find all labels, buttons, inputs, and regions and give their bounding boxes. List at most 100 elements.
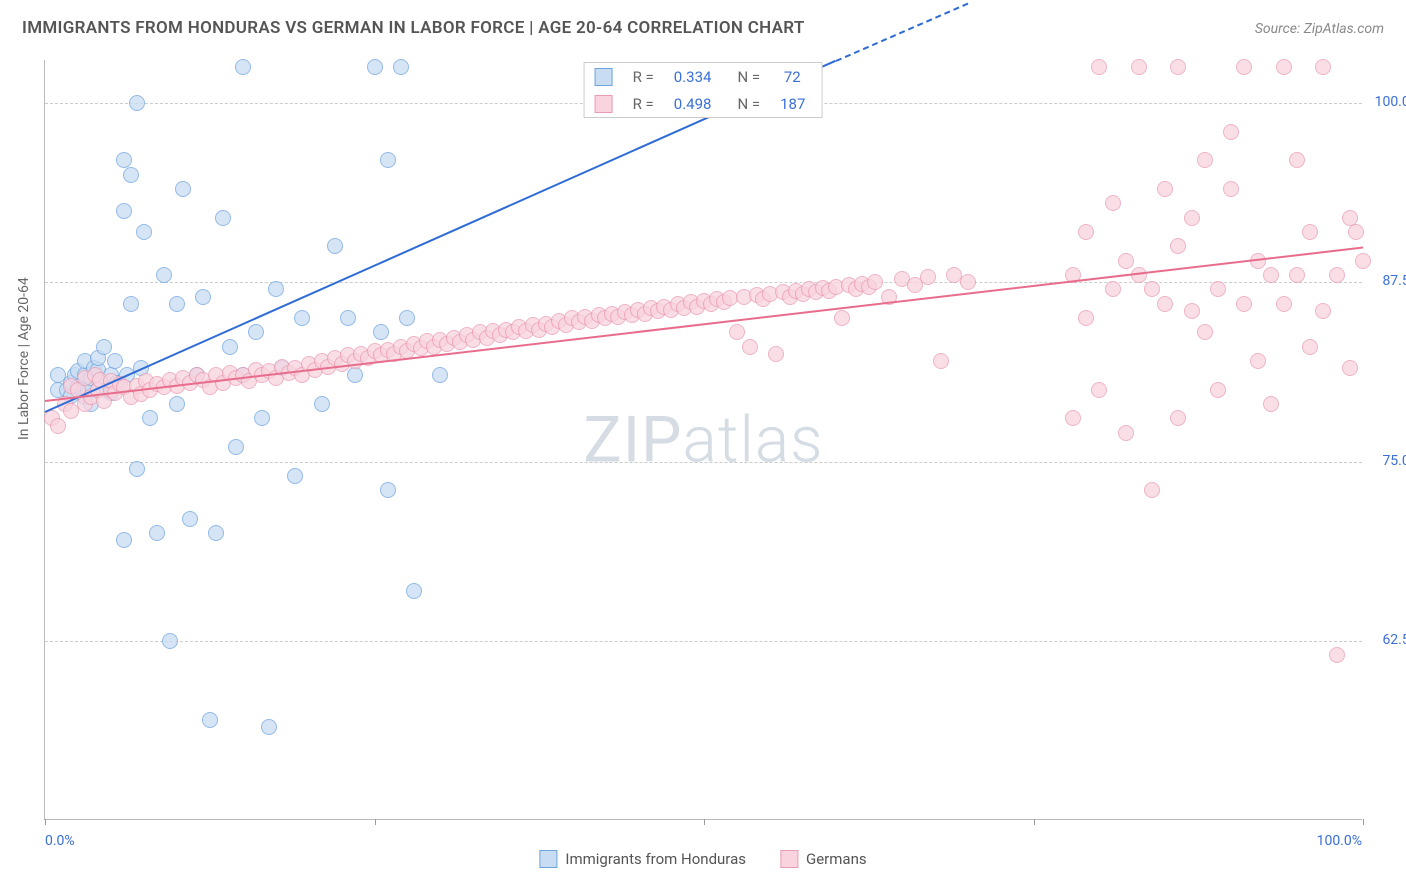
scatter-point bbox=[1197, 152, 1213, 168]
title-bar: IMMIGRANTS FROM HONDURAS VS GERMAN IN LA… bbox=[22, 18, 1384, 38]
scatter-point bbox=[228, 439, 244, 455]
scatter-point bbox=[380, 152, 396, 168]
legend-r-value: 0.334 bbox=[664, 63, 728, 90]
scatter-point bbox=[129, 95, 145, 111]
scatter-point bbox=[1170, 59, 1186, 75]
x-axis-min-label: 0.0% bbox=[45, 833, 75, 849]
legend-r-value: 0.498 bbox=[664, 90, 728, 117]
scatter-point bbox=[1105, 281, 1121, 297]
scatter-point bbox=[742, 339, 758, 355]
scatter-point bbox=[1276, 59, 1292, 75]
scatter-point bbox=[169, 396, 185, 412]
scatter-point bbox=[1078, 310, 1094, 326]
x-tick bbox=[375, 819, 376, 825]
scatter-point bbox=[1289, 267, 1305, 283]
legend-r-label: R = bbox=[623, 90, 664, 117]
legend-label: Germans bbox=[806, 850, 867, 868]
scatter-point bbox=[116, 203, 132, 219]
scatter-point bbox=[254, 410, 270, 426]
scatter-point bbox=[142, 410, 158, 426]
scatter-point bbox=[1250, 353, 1266, 369]
scatter-point bbox=[287, 468, 303, 484]
scatter-point bbox=[1118, 253, 1134, 269]
scatter-point bbox=[1170, 238, 1186, 254]
chart-title: IMMIGRANTS FROM HONDURAS VS GERMAN IN LA… bbox=[22, 18, 805, 38]
scatter-point bbox=[123, 296, 139, 312]
scatter-point bbox=[393, 59, 409, 75]
scatter-point bbox=[920, 269, 936, 285]
scatter-point bbox=[50, 418, 66, 434]
scatter-point bbox=[1184, 303, 1200, 319]
scatter-point bbox=[268, 281, 284, 297]
scatter-point bbox=[1315, 59, 1331, 75]
scatter-point bbox=[1276, 296, 1292, 312]
scatter-point bbox=[367, 59, 383, 75]
scatter-point bbox=[156, 267, 172, 283]
scatter-point bbox=[1342, 360, 1358, 376]
scatter-point bbox=[1144, 482, 1160, 498]
legend-n-label: N = bbox=[727, 63, 770, 90]
scatter-point bbox=[1091, 59, 1107, 75]
y-tick-label: 75.0% bbox=[1382, 453, 1406, 469]
scatter-point bbox=[340, 310, 356, 326]
scatter-point bbox=[768, 346, 784, 362]
scatter-point bbox=[1118, 425, 1134, 441]
legend-swatch bbox=[780, 850, 798, 868]
scatter-point bbox=[215, 210, 231, 226]
gridline-horizontal bbox=[45, 641, 1362, 642]
scatter-point bbox=[182, 511, 198, 527]
scatter-point bbox=[1289, 152, 1305, 168]
legend-swatch bbox=[539, 850, 557, 868]
scatter-point bbox=[294, 310, 310, 326]
scatter-point bbox=[1223, 124, 1239, 140]
scatter-point bbox=[1210, 281, 1226, 297]
scatter-point bbox=[107, 353, 123, 369]
scatter-point bbox=[380, 482, 396, 498]
watermark-atlas: atlas bbox=[683, 402, 824, 477]
scatter-point bbox=[1223, 181, 1239, 197]
scatter-point bbox=[1236, 59, 1252, 75]
scatter-point bbox=[867, 274, 883, 290]
scatter-point bbox=[1157, 181, 1173, 197]
scatter-point bbox=[1236, 296, 1252, 312]
scatter-point bbox=[248, 324, 264, 340]
scatter-point bbox=[1105, 195, 1121, 211]
scatter-point bbox=[834, 310, 850, 326]
x-axis-max-label: 100.0% bbox=[1317, 833, 1362, 849]
legend-stats-row: R =0.498N =187 bbox=[585, 90, 822, 117]
scatter-point bbox=[261, 719, 277, 735]
gridline-horizontal bbox=[45, 462, 1362, 463]
scatter-point bbox=[1263, 267, 1279, 283]
scatter-point bbox=[1329, 267, 1345, 283]
y-axis-title: In Labor Force | Age 20-64 bbox=[16, 277, 32, 440]
scatter-point bbox=[373, 324, 389, 340]
scatter-point bbox=[399, 310, 415, 326]
scatter-point bbox=[208, 525, 224, 541]
scatter-point bbox=[933, 353, 949, 369]
scatter-point bbox=[149, 525, 165, 541]
gridline-horizontal bbox=[45, 282, 1362, 283]
scatter-point bbox=[1170, 410, 1186, 426]
scatter-point bbox=[1144, 281, 1160, 297]
x-tick bbox=[45, 819, 46, 825]
scatter-point bbox=[327, 238, 343, 254]
scatter-point bbox=[123, 167, 139, 183]
watermark-zip: ZIP bbox=[583, 402, 682, 477]
legend-n-value: 187 bbox=[770, 90, 821, 117]
legend-swatch bbox=[595, 68, 613, 86]
scatter-point bbox=[1131, 59, 1147, 75]
scatter-point bbox=[1329, 647, 1345, 663]
scatter-point bbox=[432, 367, 448, 383]
x-tick bbox=[1034, 819, 1035, 825]
scatter-point bbox=[1302, 224, 1318, 240]
scatter-point bbox=[1184, 210, 1200, 226]
scatter-point bbox=[96, 339, 112, 355]
scatter-point bbox=[1157, 296, 1173, 312]
legend-r-label: R = bbox=[623, 63, 664, 90]
scatter-point bbox=[1210, 382, 1226, 398]
scatter-point bbox=[347, 367, 363, 383]
scatter-point bbox=[116, 532, 132, 548]
legend-n-label: N = bbox=[727, 90, 770, 117]
legend-item: Germans bbox=[780, 850, 867, 868]
scatter-point bbox=[1263, 396, 1279, 412]
